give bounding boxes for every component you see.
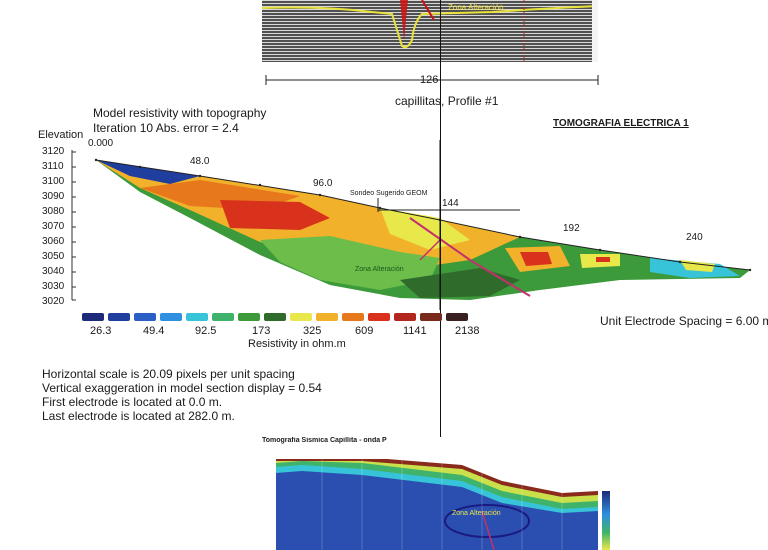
gpr-zone-label: Zona Alteración: [448, 3, 504, 12]
legend-value: 1141: [403, 325, 427, 337]
distance-label: 0.000: [88, 138, 114, 149]
elev-tick: 3080: [42, 206, 65, 217]
legend-swatch: [160, 313, 182, 321]
elev-tick: 3120: [42, 146, 65, 157]
legend-value: 173: [252, 325, 271, 337]
seismic-section-image: [276, 451, 610, 550]
elev-tick: 3030: [42, 281, 65, 292]
legend-swatch: [186, 313, 208, 321]
distance-label: 240: [686, 232, 703, 243]
note-line: First electrode is located at 0.0 m.: [42, 395, 223, 409]
legend-swatch: [264, 313, 286, 321]
model-header-line1: Model resistivity with topography: [93, 106, 267, 120]
legend-value: 609: [355, 325, 374, 337]
legend-value: 92.5: [195, 325, 217, 337]
legend-swatch: [368, 313, 390, 321]
elev-tick: 3050: [42, 251, 65, 262]
legend-swatch: [342, 313, 364, 321]
seismic-tomography-panel: Tomografia Sismica Capillita - onda P Zo…: [262, 437, 624, 550]
note-line: Horizontal scale is 20.09 pixels per uni…: [42, 367, 295, 381]
electrode-spacing: Unit Electrode Spacing = 6.00 m: [600, 314, 768, 328]
legend-swatch: [290, 313, 312, 321]
seismic-title: Tomografia Sismica Capillita - onda P: [262, 437, 387, 444]
resistivity-zone-label: Zona Alteración: [355, 266, 404, 273]
legend-value: 49.4: [143, 325, 165, 337]
note-line: Vertical exaggeration in model section d…: [42, 381, 322, 395]
reference-vertical-line: [440, 0, 441, 550]
elev-tick: 3020: [42, 296, 65, 307]
legend-title: Resistivity in ohm.m: [248, 338, 346, 350]
legend-swatch: [134, 313, 156, 321]
note-line: Last electrode is located at 282.0 m.: [42, 409, 235, 423]
gpr-radargram-panel: Zona Alteración: [262, 0, 598, 70]
seismic-zone-label: Zona Alteración: [452, 510, 501, 517]
model-header-line2: Iteration 10 Abs. error = 2.4: [93, 121, 239, 135]
gpr-scale-bar: [265, 75, 599, 85]
legend-swatch: [82, 313, 104, 321]
distance-label: 144: [442, 198, 459, 209]
distance-label: 96.0: [313, 178, 333, 189]
elevation-axis-label: Elevation: [38, 129, 84, 141]
legend-value: 26.3: [90, 325, 112, 337]
legend-swatch: [420, 313, 442, 321]
elev-tick: 3040: [42, 266, 65, 277]
elev-tick: 3110: [42, 161, 64, 172]
legend-swatch: [446, 313, 468, 321]
legend-swatch: [108, 313, 130, 321]
resistivity-section: [71, 140, 752, 310]
tomography-title: TOMOGRAFIA ELECTRICA 1: [553, 118, 689, 129]
legend-swatch: [394, 313, 416, 321]
gpr-scale-value: 126: [420, 74, 439, 86]
elev-tick: 3100: [42, 176, 65, 187]
distance-label: 192: [563, 223, 580, 234]
legend-swatch: [316, 313, 338, 321]
gpr-radargram-image: [262, 0, 598, 70]
sondeo-label: Sondeo Sugerido GEOM: [350, 190, 428, 197]
elev-tick: 3070: [42, 221, 65, 232]
legend-swatch: [212, 313, 234, 321]
profile-title: capillitas, Profile #1: [395, 94, 499, 108]
legend-swatch: [238, 313, 260, 321]
elev-tick: 3060: [42, 236, 65, 247]
distance-label: 48.0: [190, 156, 210, 167]
legend-value: 325: [303, 325, 322, 337]
legend-value: 2138: [455, 325, 480, 337]
elev-tick: 3090: [42, 191, 65, 202]
